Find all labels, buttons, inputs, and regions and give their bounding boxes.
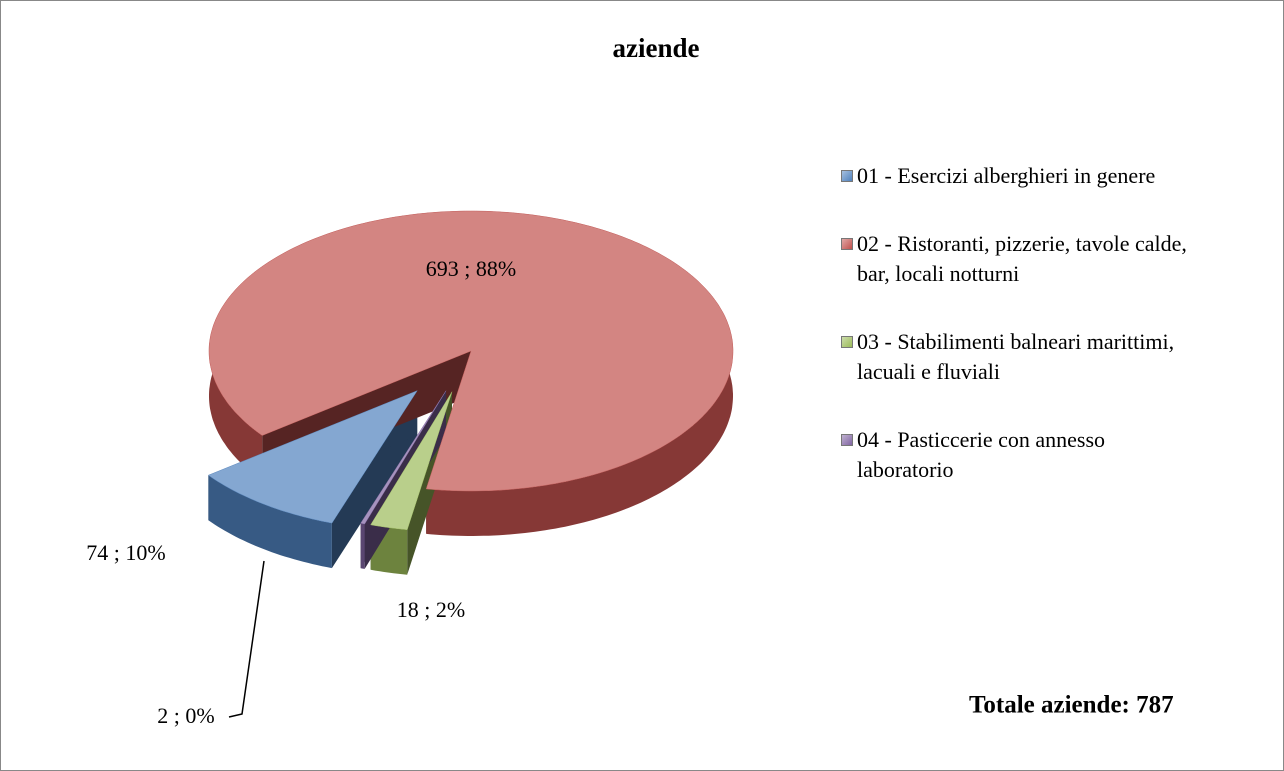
legend-swatch bbox=[841, 170, 853, 182]
slice bbox=[207, 390, 418, 524]
data-label: 18 ; 2% bbox=[397, 597, 465, 622]
legend-swatch bbox=[841, 238, 853, 250]
legend-swatch bbox=[841, 336, 853, 348]
data-label: 693 ; 88% bbox=[426, 256, 516, 281]
slice-side bbox=[208, 475, 332, 569]
legend-label: 02 - Ristoranti, pizzerie, tavole calde,… bbox=[857, 231, 1187, 286]
annotation: Totale aziende: 787 bbox=[969, 692, 1174, 719]
legend-label: 04 - Pasticcerie con annesso laboratorio bbox=[857, 427, 1106, 482]
legend-entry: 02 - Ristoranti, pizzerie, tavole calde,… bbox=[841, 229, 1221, 289]
legend-entry: 04 - Pasticcerie con annesso laboratorio bbox=[841, 425, 1221, 485]
legend: 01 - Esercizi alberghieri in genere 02 - … bbox=[841, 161, 1221, 523]
legend-entry: 03 - Stabilimenti balneari marittimi, la… bbox=[841, 327, 1221, 387]
data-label: 74 ; 10% bbox=[86, 540, 165, 565]
legend-label: 03 - Stabilimenti balneari marittimi, la… bbox=[857, 329, 1175, 384]
legend-label: 01 - Esercizi alberghieri in genere bbox=[857, 163, 1156, 188]
legend-entry: 01 - Esercizi alberghieri in genere bbox=[841, 161, 1221, 191]
leader-line bbox=[228, 560, 265, 718]
slice-side bbox=[360, 523, 365, 569]
data-label: 2 ; 0% bbox=[157, 703, 214, 728]
slice bbox=[208, 210, 734, 492]
chart-title: aziende bbox=[613, 33, 700, 63]
slice bbox=[370, 391, 453, 530]
slice bbox=[360, 390, 447, 525]
legend-swatch bbox=[841, 434, 853, 446]
